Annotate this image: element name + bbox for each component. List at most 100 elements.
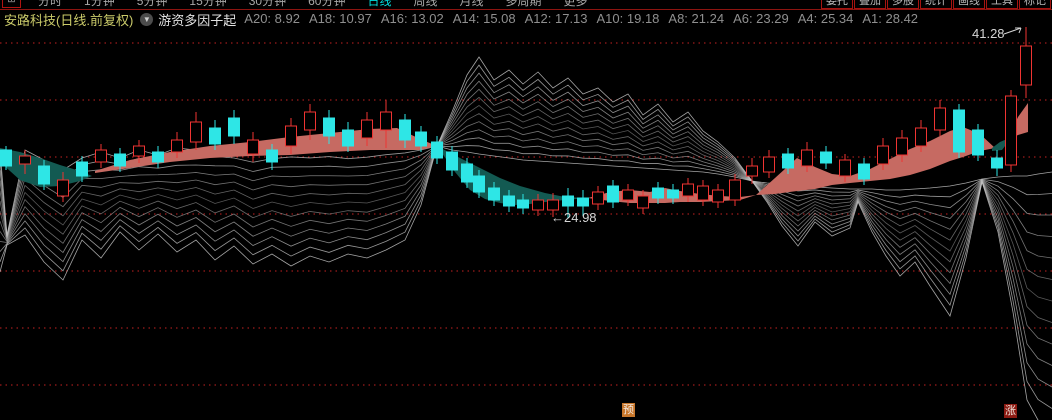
candle-body [228,117,240,137]
candle-body [473,175,485,193]
candle-body [461,163,473,183]
indicator-name[interactable]: 游资多因子起 [158,12,237,28]
menu-item-周线[interactable]: 周线 [413,0,438,8]
menu-item-1分钟[interactable]: 1分钟 [84,0,115,8]
candle-body [839,159,851,177]
candle-body [133,145,145,157]
ma-fan-line [0,105,1052,302]
candle-body [858,163,870,180]
candle-body [682,183,694,197]
candle-body [667,189,679,199]
candle-body [431,141,443,159]
candle-body [171,139,183,153]
candle-body [95,149,107,163]
toolbar-button-叠加[interactable]: 叠加 [854,0,886,9]
menu-item-5分钟[interactable]: 5分钟 [136,0,168,8]
candle-body [323,117,335,137]
ma-fan-line [0,137,1052,388]
candle-body [712,189,724,203]
ma-fan-line [0,96,1052,280]
candle-body [19,155,31,165]
candle-body [517,199,529,209]
candle-body [622,189,634,201]
ma-fan-line [0,113,1052,323]
app-grid-icon[interactable]: ⊞ [2,0,21,8]
candle-body [763,156,775,173]
candle-body [972,129,984,156]
candle-body [57,179,69,197]
candle-body [801,149,813,167]
chart-title-bar: 安路科技(日线.前复权) ▼ 游资多因子起 A20: 8.92 A18: 10.9… [4,10,927,28]
param-A14: A14: 15.08 [452,11,516,26]
candle-body [361,119,373,139]
menu-item-15分钟[interactable]: 15分钟 [189,0,227,8]
candle-body [152,151,164,163]
candle-body [266,149,278,163]
candle-body [729,179,741,201]
candle-body [746,165,758,177]
candle-body [652,187,664,199]
candle-body [547,199,559,211]
candle-body [877,145,889,165]
candle-body [190,121,202,143]
toolbar-button-统计[interactable]: 统计 [920,0,952,9]
param-A16: A16: 13.02 [380,11,444,26]
param-A12: A12: 17.13 [524,11,588,26]
candle-body [782,153,794,169]
menu-items-row: ⊞ 分时 1分钟 5分钟 15分钟 30分钟 60分钟 日线 周线 月线 多周期 更多 [0,0,599,9]
candle-body [247,139,259,155]
candle-body [1005,95,1017,166]
candle-body [991,157,1003,169]
param-A6: A6: 23.29 [733,11,789,26]
stock-name: 安路科技(日线.前复权) [4,12,134,28]
toolbar-button-委托[interactable]: 委托 [821,0,853,9]
candle-body [896,137,908,156]
candle-body [399,119,411,141]
candle-body [380,111,392,131]
ma-fan-line [0,145,1052,409]
candle-body [285,125,297,147]
indicator-band-pink [756,127,995,195]
candle-body [562,195,574,207]
ma-fan-line [0,72,1052,237]
candle-body [488,187,500,201]
candle-body [953,109,965,153]
param-A10: A10: 19.18 [596,11,660,26]
menu-item-更多[interactable]: 更多 [563,0,588,8]
toolbar-button-多股[interactable]: 多股 [887,0,919,9]
candle-body [1020,45,1032,86]
high-price-label: 41.28 [972,26,1005,41]
ma-fan-line [0,80,1052,238]
candle-body [0,149,12,167]
param-A18: A18: 10.97 [308,11,372,26]
param-A20: A20: 8.92 [244,11,300,26]
toolbar-button-画线[interactable]: 画线 [953,0,985,9]
menu-item-30分钟[interactable]: 30分钟 [248,0,287,8]
param-A8: A8: 21.24 [668,11,725,26]
menu-item-60分钟[interactable]: 60分钟 [308,0,346,8]
high-price-arrowhead [1015,27,1022,34]
param-A1: A1: 28.42 [862,11,919,26]
candle-body [915,127,927,147]
candle-body [209,127,221,145]
candle-body [304,111,316,131]
menu-item-分时[interactable]: 分时 [38,0,63,8]
candle-body [592,191,604,205]
toolbar-button-工具[interactable]: 工具 [986,0,1018,9]
menu-item-月线[interactable]: 月线 [459,0,484,8]
top-menu-bar: ⊞ 分时 1分钟 5分钟 15分钟 30分钟 60分钟 日线 周线 月线 多周期 更多 委托叠加多股… [0,0,1052,10]
menu-item-日线[interactable]: 日线 [367,0,392,8]
indicator-params: A20: 8.92 A18: 10.97 A16: 13.02 A14: 15.08 A… [244,10,927,28]
menu-item-多周期[interactable]: 多周期 [505,0,542,8]
candle-body [114,153,126,167]
event-badge-预[interactable]: 预 [622,403,635,417]
candle-body [38,165,50,185]
low-price-label: ←24.98 [551,210,597,225]
candle-body [342,129,354,147]
event-badge-涨[interactable]: 涨 [1004,404,1017,418]
candle-body [697,185,709,201]
toolbar-button-标记[interactable]: 标记 [1019,0,1051,9]
candle-body [934,107,946,131]
chevron-down-icon[interactable]: ▼ [140,12,154,26]
